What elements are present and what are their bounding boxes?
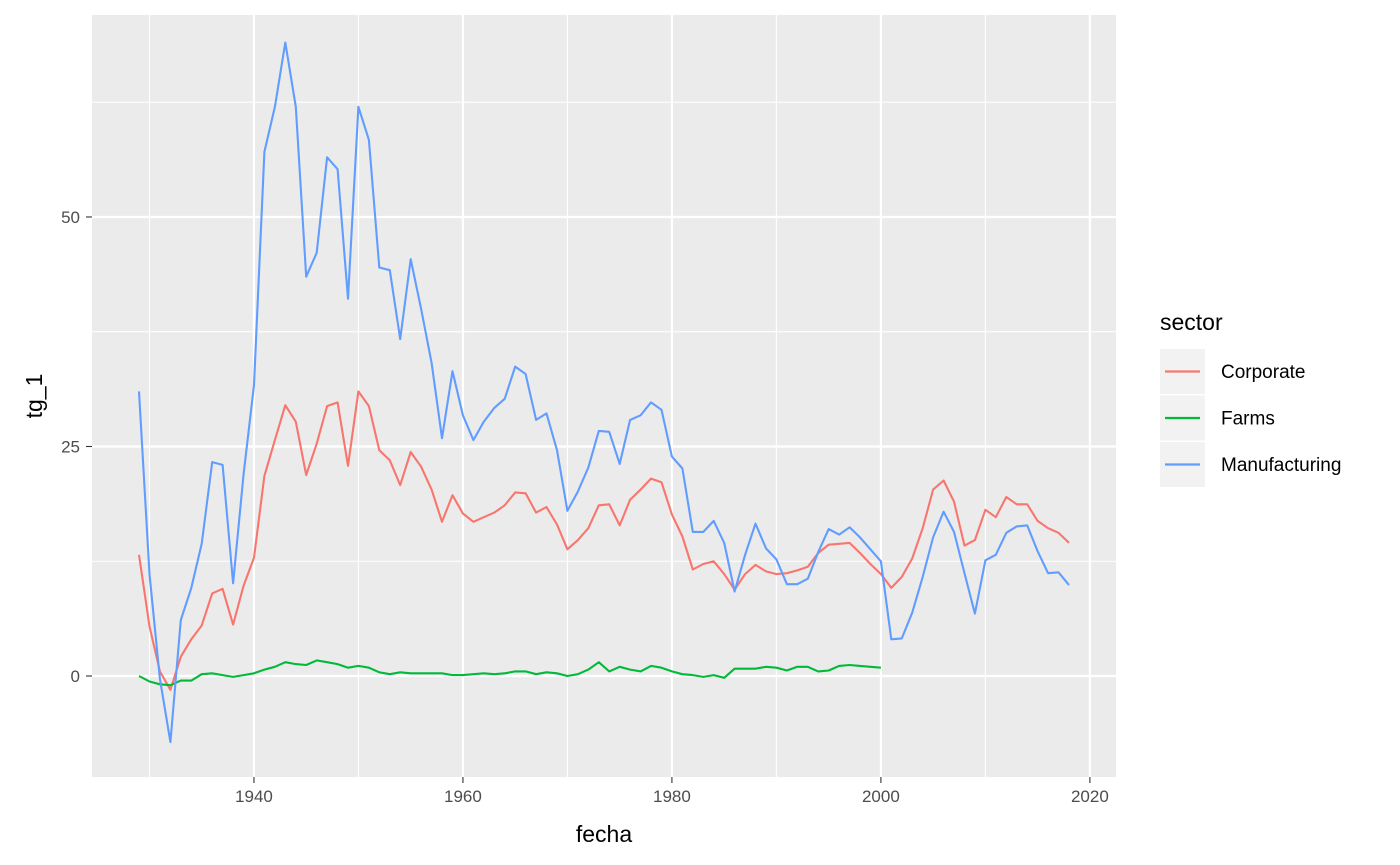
legend-title: sector	[1160, 309, 1223, 335]
y-tick-label: 0	[71, 667, 80, 686]
series-line-corporate	[137, 390, 1070, 691]
y-tick-label: 25	[61, 437, 80, 456]
y-axis-title: tg_1	[21, 374, 47, 419]
x-tick-label: 1960	[444, 787, 482, 806]
x-tick-label: 2020	[1071, 787, 1109, 806]
series-lines	[137, 41, 1070, 744]
major-gridlines	[92, 15, 1116, 777]
panel-background	[92, 15, 1116, 777]
minor-gridlines	[92, 15, 1116, 777]
y-axis: 0 25 50	[61, 208, 92, 686]
x-axis: 1940 1960 1980 2000 2020	[235, 777, 1109, 806]
legend-label-manufacturing: Manufacturing	[1221, 455, 1341, 476]
x-axis-title: fecha	[576, 821, 632, 847]
series-line-manufacturing	[137, 41, 1070, 744]
x-tick-label: 2000	[862, 787, 900, 806]
legend-label-corporate: Corporate	[1221, 362, 1306, 383]
y-tick-label: 50	[61, 208, 80, 227]
series-line-farms	[138, 659, 881, 687]
x-tick-label: 1980	[653, 787, 691, 806]
legend-label-farms: Farms	[1221, 409, 1275, 430]
legend: sector Corporate Farms Manufacturing	[1160, 309, 1341, 487]
x-tick-label: 1940	[235, 787, 273, 806]
